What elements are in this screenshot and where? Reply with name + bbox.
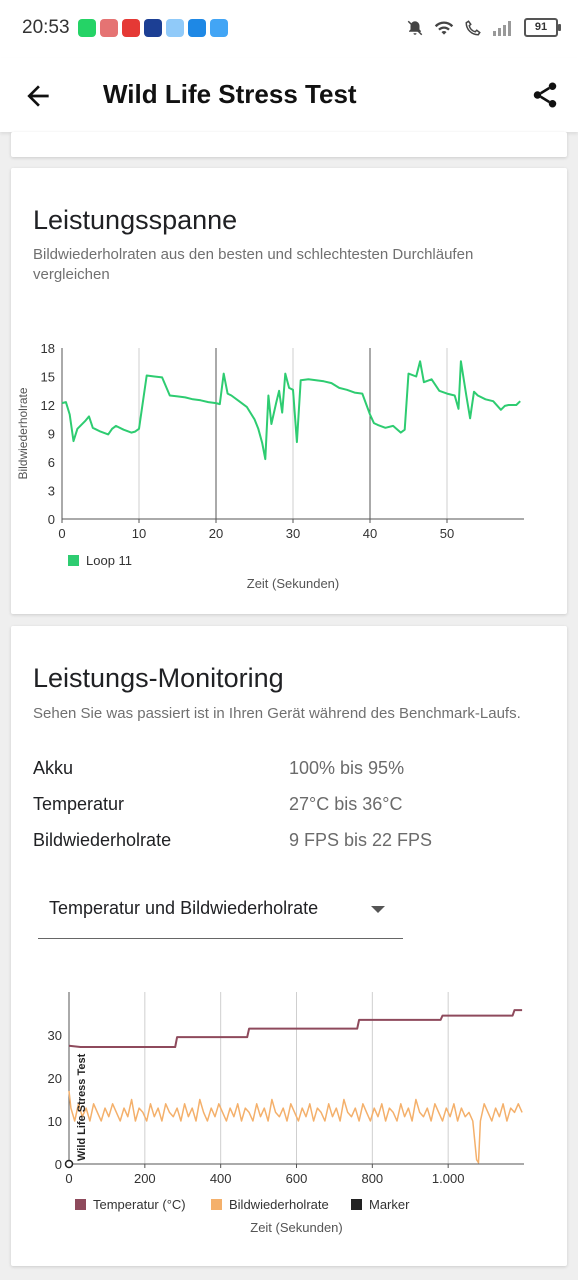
- y-tick-label: 0: [48, 512, 55, 527]
- legend-swatch: [75, 1199, 86, 1210]
- signal-icon: [493, 20, 511, 36]
- legend-label: Loop 11: [86, 553, 132, 568]
- x-tick-label: 0: [65, 1171, 72, 1186]
- temperature-row: Temperatur 27°C bis 36°C: [33, 794, 553, 818]
- whatsapp-icon: [78, 19, 96, 37]
- youtube-icon: [122, 19, 140, 37]
- performance-monitoring-card: Leistungs-Monitoring Sehen Sie was passi…: [11, 626, 567, 1266]
- chart-type-dropdown[interactable]: Temperatur und Bildwiederholrate: [38, 886, 403, 939]
- monitoring-card-title: Leistungs-Monitoring: [33, 663, 284, 693]
- series-line-framerate: [68, 1090, 523, 1164]
- x-tick-label: 50: [440, 526, 454, 541]
- previous-card: [11, 132, 567, 157]
- legend-label: Temperatur (°C): [93, 1197, 186, 1212]
- legend-swatch: [68, 555, 79, 566]
- y-tick-label: 10: [48, 1114, 62, 1129]
- x-axis-title: Zeit (Sekunden): [247, 576, 340, 591]
- notification-icons: [78, 19, 228, 37]
- monitoring-card-subtitle: Sehen Sie was passiert ist in Ihren Gerä…: [33, 705, 521, 722]
- x-tick-label: 10: [132, 526, 146, 541]
- app-bar: Wild Life Stress Test: [0, 58, 578, 132]
- battery-value: 100% bis 95%: [289, 758, 405, 778]
- legend-label: Marker: [369, 1197, 410, 1212]
- y-tick-label: 9: [48, 427, 55, 442]
- x-tick-label: 40: [363, 526, 377, 541]
- series-line-temperature: [68, 1009, 523, 1048]
- x-tick-label: 1.000: [432, 1171, 465, 1186]
- legend-swatch: [211, 1199, 222, 1210]
- range-card-subtitle: Bildwiederholraten aus den besten und sc…: [33, 246, 474, 283]
- temperature-value: 27°C bis 36°C: [289, 794, 403, 814]
- x-tick-label: 20: [209, 526, 223, 541]
- legend-swatch: [351, 1199, 362, 1210]
- wifi-icon: [434, 20, 454, 35]
- performance-range-card: Leistungsspanne Bildwiederholraten aus d…: [11, 168, 567, 614]
- battery-row: Akku 100% bis 95%: [33, 758, 553, 782]
- x-tick-label: 0: [58, 526, 65, 541]
- x-tick-label: 600: [286, 1171, 308, 1186]
- range-card-title: Leistungsspanne: [33, 205, 238, 235]
- y-axis-title: Bildwiederholrate: [16, 387, 30, 479]
- status-bar: 20:53 91: [0, 0, 578, 58]
- series-line-loop: [61, 360, 521, 461]
- x-tick-label: 400: [210, 1171, 232, 1186]
- battery-label: Akku: [33, 758, 74, 778]
- y-tick-label: 15: [41, 370, 55, 385]
- x-tick-label: 800: [361, 1171, 383, 1186]
- y-tick-label: 30: [48, 1028, 62, 1043]
- wifi-call-icon: [465, 19, 481, 36]
- share-icon[interactable]: [530, 80, 560, 110]
- framerate-label: Bildwiederholrate: [33, 830, 172, 850]
- warning-icon: [188, 19, 206, 37]
- battery-indicator: 91: [524, 18, 561, 37]
- framerate-row: Bildwiederholrate 9 FPS bis 22 FPS: [33, 830, 553, 854]
- status-time: 20:53: [22, 17, 70, 38]
- framerate-value: 9 FPS bis 22 FPS: [289, 830, 433, 850]
- y-tick-label: 12: [41, 398, 55, 413]
- x-tick-label: 200: [134, 1171, 156, 1186]
- gmx-icon: [144, 19, 162, 37]
- cloud-icon: [210, 19, 228, 37]
- chevron-down-icon[interactable]: [371, 906, 385, 913]
- network-icon: [100, 19, 118, 37]
- marker-label: Wild Life Stress Test: [76, 1053, 88, 1161]
- legend-label: Bildwiederholrate: [229, 1197, 329, 1212]
- x-tick-label: 30: [286, 526, 300, 541]
- arrow-back-icon[interactable]: [22, 80, 54, 112]
- system-icons: 91: [406, 18, 561, 37]
- page-title: Wild Life Stress Test: [103, 79, 357, 109]
- y-tick-label: 3: [48, 484, 55, 499]
- y-tick-label: 18: [41, 341, 55, 356]
- y-tick-label: 20: [48, 1071, 62, 1086]
- marker-point: [64, 1159, 74, 1169]
- frame-rate-chart: 0 3 6 9 12 15 18 0 10 20 30 40 50 Bildwiederholrate Lo…: [16, 341, 524, 591]
- temperature-framerate-chart: 0 10 20 30 0 200 400 600 800 1.000 Wild Life Stres…: [48, 992, 524, 1235]
- y-tick-label: 0: [55, 1157, 62, 1172]
- dropdown-selected-value: Temperatur und Bildwiederholrate: [49, 898, 319, 918]
- mute-icon: [407, 20, 423, 35]
- temperature-label: Temperatur: [33, 794, 125, 814]
- y-tick-label: 6: [48, 455, 55, 470]
- x-axis-title: Zeit (Sekunden): [250, 1220, 343, 1235]
- mail-icon: [166, 19, 184, 37]
